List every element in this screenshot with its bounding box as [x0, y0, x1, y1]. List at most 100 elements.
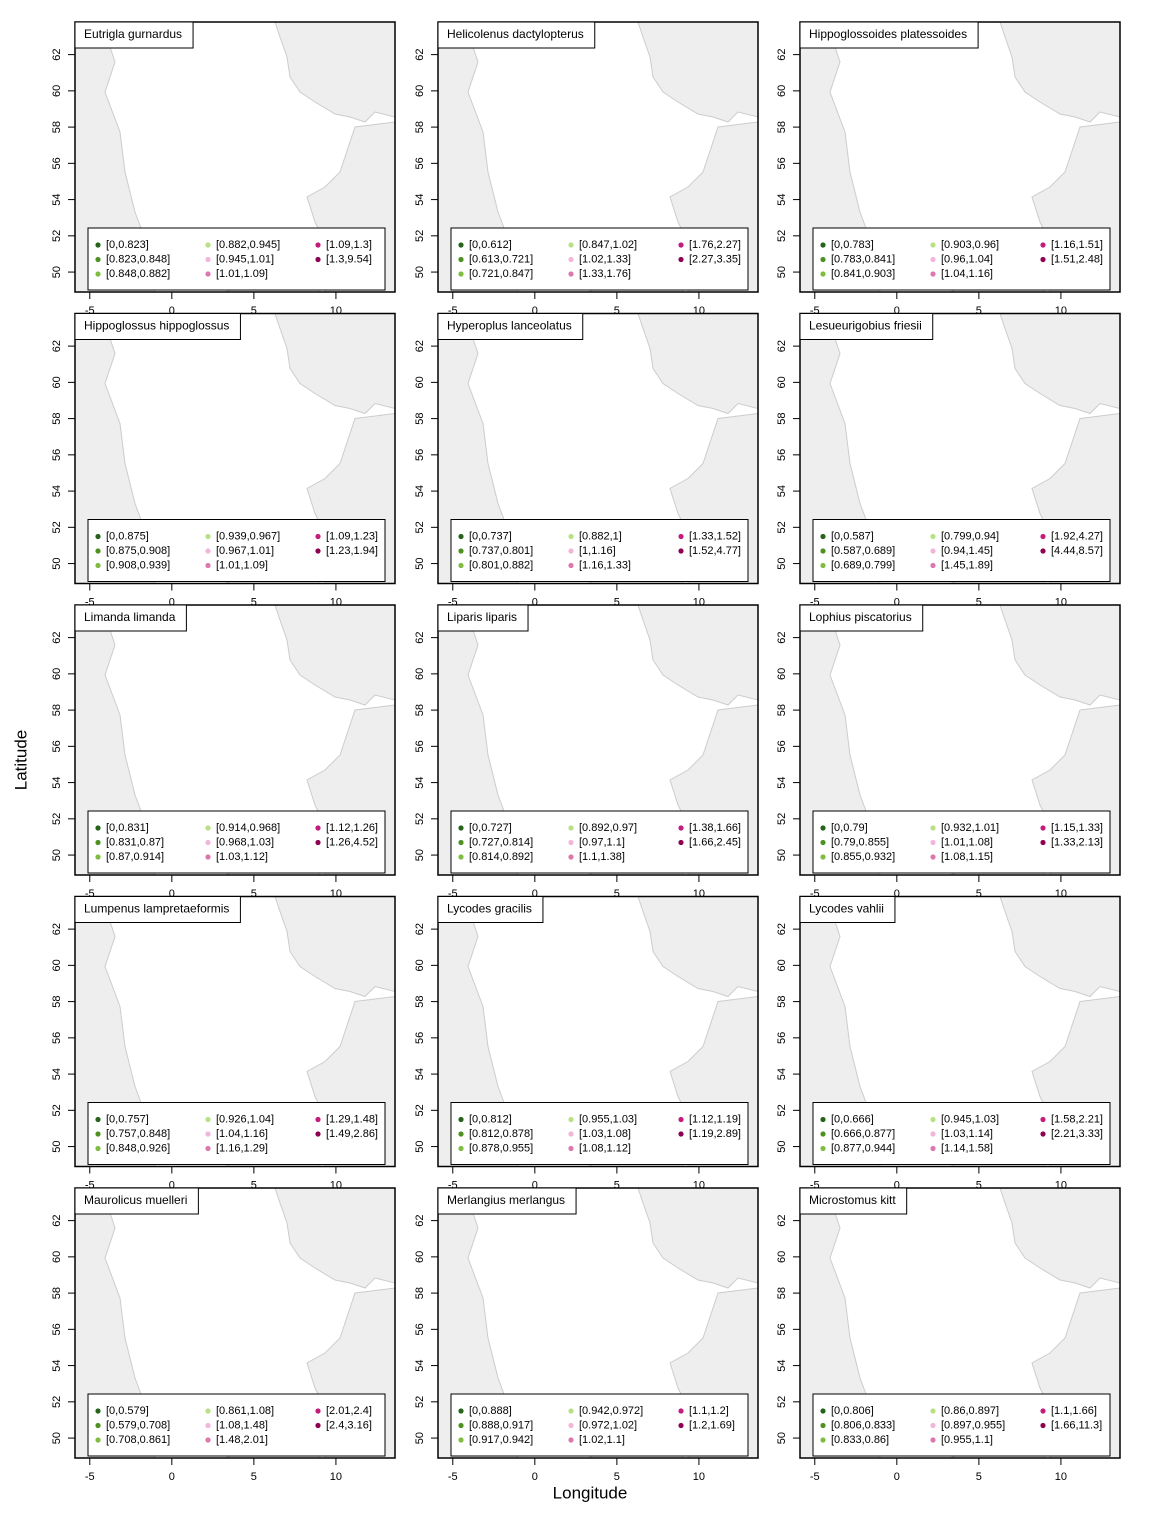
legend-label: [0,0.757]	[106, 1113, 149, 1125]
y-tick-label: 58	[776, 704, 788, 716]
panel-frame	[799, 604, 1121, 876]
legend-label: [0.79,0.855]	[831, 836, 889, 848]
legend-label: [1.09,1.3]	[326, 239, 372, 251]
x-tick-label: 0	[894, 1471, 900, 1483]
y-tick-label: 60	[776, 668, 788, 680]
legend-box	[812, 810, 1111, 874]
y-tick-label: 52	[51, 1104, 63, 1116]
x-tick-label: -5	[85, 1471, 95, 1483]
y-tick-label: 54	[414, 776, 426, 788]
x-tick-label: -5	[448, 305, 458, 317]
legend-swatch	[205, 1422, 211, 1429]
legend-swatch	[930, 256, 936, 263]
legend-swatch	[568, 562, 574, 569]
x-tick-label: -5	[810, 888, 820, 900]
x-tick-label: 0	[532, 596, 538, 608]
legend-swatch	[678, 839, 684, 846]
legend-swatch	[95, 1116, 101, 1123]
panel-title-box	[799, 313, 934, 340]
panel-frame	[799, 895, 1121, 1168]
x-tick-label: 0	[532, 1471, 538, 1483]
y-tick-label: 62	[414, 48, 426, 60]
y-tick-label: 58	[414, 121, 426, 133]
y-tick-label: 52	[414, 813, 426, 825]
legend-label: [0,0.737]	[469, 530, 512, 542]
y-tick-label: 50	[776, 266, 788, 278]
y-tick-label: 52	[51, 230, 63, 242]
legend-swatch	[930, 839, 936, 846]
legend-label: [1.03,1.08]	[579, 1128, 631, 1140]
y-tick-label: 62	[776, 923, 788, 935]
legend-swatch	[568, 839, 574, 846]
legend-swatch	[678, 1408, 684, 1414]
x-tick-label: 5	[976, 596, 982, 608]
legend-label: [1.08,1.48]	[216, 1419, 268, 1431]
y-tick-label: 58	[51, 1287, 63, 1299]
legend-swatch	[95, 256, 101, 263]
y-tick-label: 54	[51, 193, 63, 205]
legend-swatch	[315, 242, 321, 248]
y-tick-label: 62	[51, 340, 63, 352]
legend-swatch	[820, 1408, 826, 1414]
legend-label: [1.04,1.16]	[216, 1128, 268, 1140]
legend-swatch	[205, 1145, 211, 1152]
y-tick-label: 56	[414, 1032, 426, 1044]
legend-swatch	[95, 548, 101, 554]
legend-swatch	[1040, 1422, 1046, 1429]
legend-swatch	[820, 825, 826, 831]
y-tick-label: 60	[414, 1251, 426, 1263]
legend-label: [0.97,1.1]	[579, 836, 625, 848]
x-tick-label: 0	[169, 888, 175, 900]
legend-swatch	[930, 1145, 936, 1152]
y-tick-label: 54	[51, 776, 63, 788]
legend-label: [0.831,0.87]	[106, 836, 164, 848]
y-tick-label: 62	[414, 1214, 426, 1226]
legend-label: [1.1,1.2]	[689, 1405, 729, 1417]
legend-swatch	[678, 1131, 684, 1137]
legend-swatch	[458, 825, 464, 831]
legend-label: [1.03,1.12]	[216, 851, 268, 863]
legend-swatch	[315, 839, 321, 846]
legend-label: [1.09,1.23]	[326, 530, 378, 542]
y-tick-label: 52	[776, 813, 788, 825]
legend-label: [0.955,1.1]	[941, 1434, 993, 1446]
legend-swatch	[568, 1145, 574, 1152]
panel-title-box	[74, 1187, 199, 1215]
legend-label: [0.847,1.02]	[579, 239, 637, 251]
legend-swatch	[315, 1422, 321, 1429]
legend-label: [1.45,1.89]	[941, 559, 993, 571]
y-tick-label: 58	[414, 1287, 426, 1299]
legend-swatch	[458, 256, 464, 263]
legend-swatch	[95, 1145, 101, 1152]
y-tick-label: 50	[51, 849, 63, 861]
legend-swatch	[678, 1116, 684, 1123]
legend-label: [1.1,1.66]	[1051, 1405, 1097, 1417]
legend-swatch	[820, 854, 826, 860]
x-tick-label: -5	[448, 596, 458, 608]
legend-swatch	[1040, 256, 1046, 263]
y-tick-label: 54	[51, 1359, 63, 1371]
legend-swatch	[205, 533, 211, 540]
legend-box	[450, 227, 749, 291]
legend-swatch	[820, 256, 826, 263]
legend-swatch	[458, 242, 464, 248]
legend-swatch	[820, 1116, 826, 1123]
legend-swatch	[568, 533, 574, 540]
legend-swatch	[205, 548, 211, 554]
x-tick-label: 0	[894, 1179, 900, 1191]
legend-swatch	[205, 839, 211, 846]
y-tick-label: 54	[51, 485, 63, 497]
legend-label: [0.897,0.955]	[941, 1419, 1005, 1431]
legend-label: [0.806,0.833]	[831, 1419, 895, 1431]
legend-box	[87, 1393, 386, 1457]
x-tick-label: -5	[448, 888, 458, 900]
y-tick-label: 62	[414, 923, 426, 935]
legend-swatch	[95, 1408, 101, 1414]
legend-label: [1.23,1.94]	[326, 545, 378, 557]
panel-frame	[437, 312, 759, 585]
legend-swatch	[95, 242, 101, 248]
legend-swatch	[820, 1131, 826, 1137]
x-tick-label: 5	[614, 888, 620, 900]
legend-label: [0.945,1.03]	[941, 1113, 999, 1125]
legend-label: [1.66,11.3]	[1051, 1419, 1102, 1431]
